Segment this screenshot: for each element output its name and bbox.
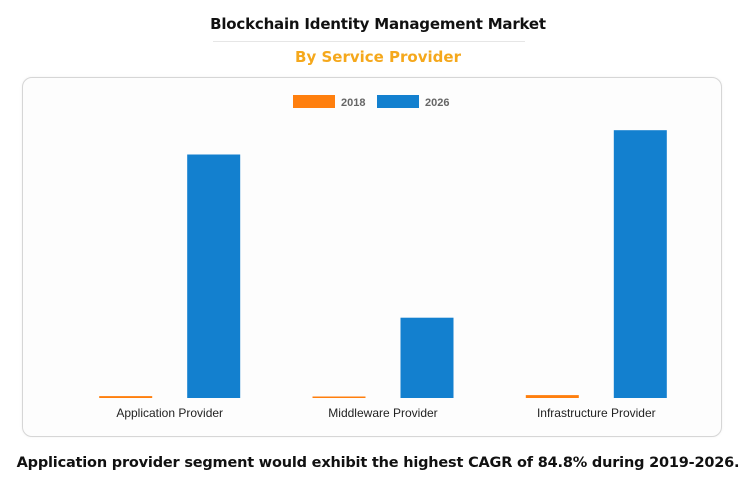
chart-title: Blockchain Identity Management Market <box>210 15 546 33</box>
chart-panel: 2018 2026 Application Provider Middleware … <box>22 77 722 437</box>
bar-infrastructure-provider-2026 <box>613 130 667 398</box>
bar-application-provider-2018 <box>99 396 153 398</box>
x-axis-ticks: Application Provider Middleware Provider I… <box>116 406 655 420</box>
bars-layer <box>99 130 667 398</box>
bar-application-provider-2026 <box>187 154 241 398</box>
x-tick-label: Application Provider <box>116 406 223 420</box>
bar-middleware-provider-2026 <box>400 317 454 398</box>
legend-swatch-2026 <box>377 95 419 108</box>
legend-label-2018: 2018 <box>341 97 365 109</box>
legend-swatch-2018 <box>293 95 335 108</box>
title-divider <box>213 41 525 42</box>
legend: 2018 2026 <box>293 95 449 109</box>
x-tick-label: Middleware Provider <box>328 406 437 420</box>
chart-subtitle: By Service Provider <box>295 48 461 66</box>
bar-middleware-provider-2018 <box>312 396 366 398</box>
chart-caption: Application provider segment would exhib… <box>16 455 740 471</box>
x-tick-label: Infrastructure Provider <box>537 406 656 420</box>
bar-infrastructure-provider-2018 <box>525 395 579 398</box>
legend-label-2026: 2026 <box>425 97 449 109</box>
bar-chart: 2018 2026 Application Provider Middleware … <box>99 95 667 420</box>
